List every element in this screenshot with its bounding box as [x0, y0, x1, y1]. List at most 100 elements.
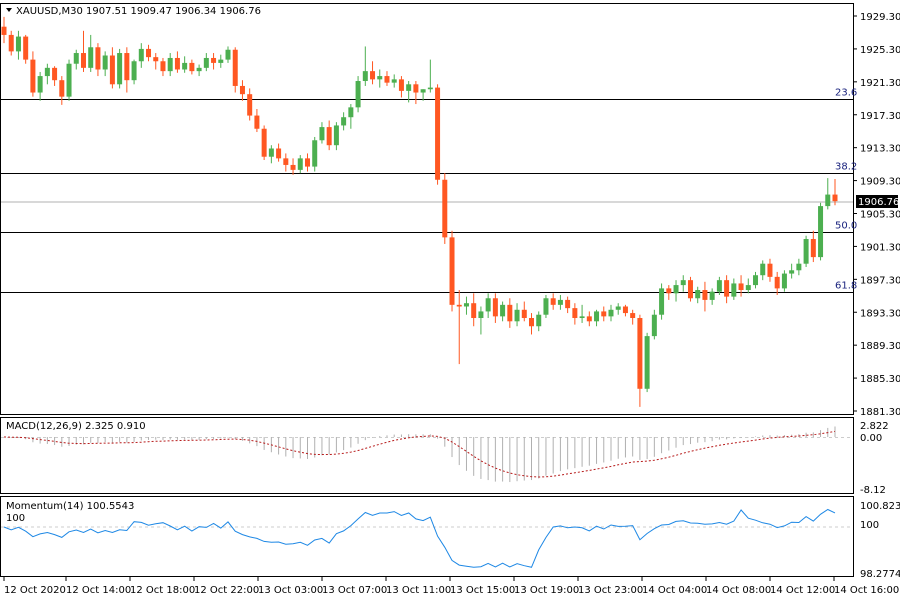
candle-body — [774, 276, 780, 289]
price-axis-label: 1885.30 — [860, 374, 900, 385]
candle-body — [760, 263, 766, 276]
time-axis-label: 12 Oct 14:00 — [66, 585, 131, 596]
momentum-axis-label: 98.2774 — [860, 569, 900, 580]
price-axis-label: 1889.30 — [860, 341, 900, 352]
candle-body — [218, 59, 224, 63]
momentum-pane[interactable] — [0, 496, 854, 577]
candle-body — [391, 79, 397, 83]
candle-body — [109, 55, 115, 85]
fib-label: 50.0 — [835, 221, 857, 232]
candle-body — [557, 299, 563, 305]
candle-body — [247, 94, 253, 116]
candle-body — [630, 313, 636, 319]
macd-title: MACD(12,26,9) 2.325 0.910 — [6, 421, 146, 432]
candle-body — [319, 127, 325, 141]
candle-body — [211, 57, 217, 63]
price-axis-label: 1905.30 — [860, 210, 900, 221]
candle-body — [384, 76, 390, 83]
candle-body — [579, 316, 585, 319]
macd-signal-line — [3, 430, 836, 478]
time-axis-label: 13 Oct 07:00 — [322, 585, 387, 596]
chart-symbol: XAUUSD,M30 — [16, 6, 83, 17]
price-axis-label: 1881.30 — [860, 407, 900, 418]
candle-body — [709, 291, 715, 300]
candle-body — [102, 55, 108, 70]
candle-body — [492, 298, 498, 317]
candle-body — [276, 148, 282, 159]
candle-body — [124, 53, 130, 81]
candle-body — [680, 280, 686, 286]
candle-body — [427, 87, 433, 90]
candle-body — [44, 67, 50, 77]
candle-body — [572, 308, 578, 319]
candle-body — [442, 179, 448, 238]
candle-body — [622, 306, 628, 314]
candle-body — [485, 298, 491, 312]
candle-body — [182, 62, 188, 70]
momentum-title: Momentum(14) 100.5543 — [6, 501, 134, 512]
candle-body — [586, 316, 592, 322]
candle-body — [608, 309, 614, 317]
candle-body — [370, 71, 376, 80]
time-axis-label: 12 Oct 2020 — [4, 585, 66, 596]
candle-body — [23, 36, 29, 60]
candle-body — [673, 285, 679, 294]
candle-body — [507, 304, 513, 322]
candle-body — [651, 314, 657, 337]
price-pane[interactable] — [0, 3, 854, 415]
candle-body — [37, 76, 43, 93]
time-axis-label: 13 Oct 15:00 — [450, 585, 515, 596]
price-axis-label: 1913.30 — [860, 144, 900, 155]
candle-body — [8, 34, 14, 52]
price-axis-label: 1901.30 — [860, 242, 900, 253]
candle-body — [420, 89, 426, 93]
candle-body — [825, 194, 831, 207]
momentum-indicator — [1, 508, 853, 568]
candle-body — [789, 270, 795, 274]
candle-body — [304, 158, 310, 167]
macd-axis-label: 0.00 — [860, 433, 882, 444]
candle-body — [514, 309, 520, 322]
candle-body — [196, 67, 202, 72]
time-axis-label: 14 Oct 08:00 — [706, 585, 771, 596]
current-price-value: 1906.76 — [858, 197, 899, 208]
candle-body — [536, 314, 542, 327]
candle-body — [550, 298, 556, 305]
candle-body — [521, 309, 527, 319]
price-axis-label: 1925.30 — [860, 45, 900, 56]
candle-body — [261, 128, 267, 157]
price-axis-label: 1909.30 — [860, 177, 900, 188]
time-axis-label: 13 Oct 23:00 — [578, 585, 643, 596]
price-axis: 1929.30 1925.30 1921.30 1917.30 1913.30 1909.… — [853, 12, 900, 580]
momentum-level-label: 100 — [6, 513, 25, 524]
candle-body — [59, 80, 65, 97]
candles — [1, 16, 838, 407]
candle-body — [695, 290, 701, 299]
macd-indicator — [1, 426, 853, 483]
candle-body — [803, 239, 809, 264]
candle-body — [189, 62, 195, 72]
time-axis-label: 14 Oct 12:00 — [770, 585, 835, 596]
candle-body — [615, 306, 621, 310]
fib-label: 61.8 — [835, 281, 857, 292]
time-axis-label: 13 Oct 11:00 — [386, 585, 451, 596]
time-axis-label: 14 Oct 16:00 — [834, 585, 899, 596]
macd-axis-label: 2.822 — [860, 421, 889, 432]
price-axis-label: 1917.30 — [860, 111, 900, 122]
candle-body — [810, 239, 816, 258]
candle-body — [66, 63, 72, 97]
candle-body — [254, 115, 260, 129]
candle-body — [88, 47, 94, 68]
candle-body — [355, 81, 361, 108]
momentum-axis-label: 100.8237 — [860, 501, 900, 512]
candle-body — [471, 303, 477, 319]
candle-body — [644, 336, 650, 389]
candle-body — [225, 49, 231, 60]
chevron-down-icon[interactable] — [6, 8, 12, 12]
candle-body — [687, 280, 693, 299]
macd-pane[interactable] — [0, 417, 854, 494]
candle-body — [818, 206, 824, 258]
candle-body — [724, 280, 730, 297]
candle-body — [753, 275, 759, 286]
